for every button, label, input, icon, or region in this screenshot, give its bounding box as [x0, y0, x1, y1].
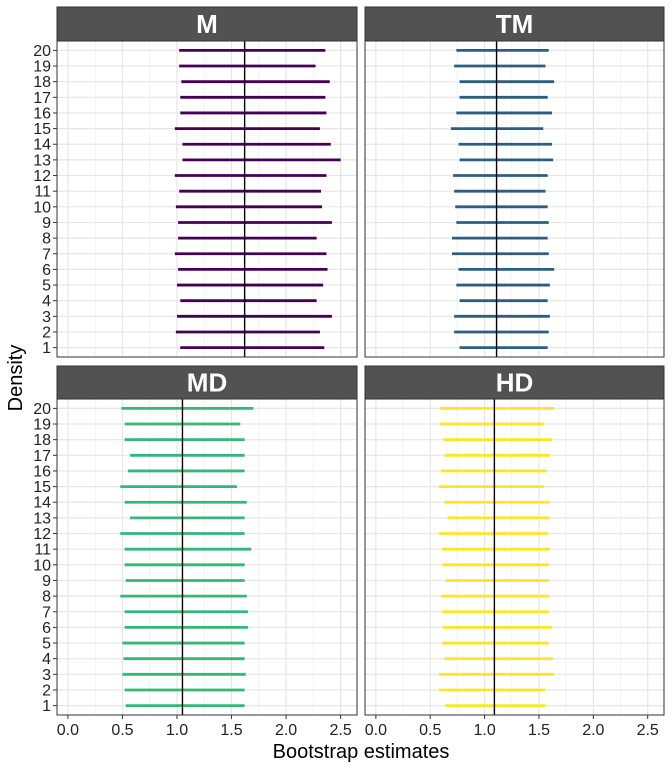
y-tick-label: 11	[34, 542, 51, 559]
x-tick-label: 1.5	[220, 722, 242, 739]
facet-panels: M1234567891011121314151617181920TMMD1234…	[33, 6, 665, 739]
x-axis-title: Bootstrap estimates	[273, 741, 450, 763]
y-tick-label: 19	[33, 59, 51, 76]
y-tick-label: 6	[42, 262, 51, 279]
y-tick-label: 10	[33, 557, 51, 574]
y-tick-label: 17	[33, 90, 51, 107]
facet-strip	[56, 6, 358, 42]
y-tick-label: 20	[33, 401, 51, 418]
x-tick-label: 2.0	[582, 722, 604, 739]
facet-panel-tm: TM	[364, 6, 665, 358]
y-tick-label: 4	[42, 651, 51, 668]
y-tick-label: 1	[42, 698, 51, 715]
y-tick-label: 10	[33, 199, 51, 216]
y-tick-label: 17	[33, 448, 51, 465]
y-tick-label: 15	[33, 121, 51, 138]
y-tick-label: 16	[33, 105, 51, 122]
y-tick-label: 5	[42, 278, 51, 295]
y-tick-label: 14	[33, 495, 51, 512]
y-tick-label: 1	[42, 340, 51, 357]
y-tick-label: 18	[33, 74, 51, 91]
y-tick-label: 16	[33, 463, 51, 480]
y-tick-label: 9	[42, 573, 51, 590]
facet-strip-label: HD	[496, 368, 534, 398]
x-tick-label: 1.5	[528, 722, 550, 739]
y-tick-label: 9	[42, 215, 51, 232]
x-tick-label: 1.0	[473, 722, 495, 739]
y-tick-label: 7	[42, 604, 51, 621]
facet-panel-hd: HD 0.0 0.5 1.0 1.5 2.0 2.5	[364, 365, 665, 739]
y-tick-label: 13	[33, 152, 51, 169]
y-tick-label: 6	[42, 620, 51, 637]
y-tick-label: 3	[42, 667, 51, 684]
y-tick-label: 8	[42, 231, 51, 248]
y-tick-label: 2	[42, 324, 51, 341]
facet-strip	[364, 365, 665, 400]
y-tick-label: 11	[34, 184, 51, 201]
y-tick-label: 5	[42, 636, 51, 653]
x-tick-label: 2.0	[275, 722, 297, 739]
x-tick-label: 0.5	[111, 722, 133, 739]
y-tick-label: 13	[33, 510, 51, 527]
x-tick-label: 2.5	[330, 722, 352, 739]
y-tick-label: 18	[33, 432, 51, 449]
y-tick-label: 14	[33, 137, 51, 154]
x-tick-label: 0.0	[365, 722, 387, 739]
x-tick-label: 0.5	[419, 722, 441, 739]
x-tick-label: 1.0	[166, 722, 188, 739]
panel-border	[56, 40, 358, 358]
y-tick-label: 4	[42, 293, 51, 310]
y-tick-label: 12	[33, 168, 51, 185]
facet-strip-label: M	[196, 9, 218, 39]
facet-strip	[364, 6, 665, 42]
facet-strip-label: TM	[496, 9, 534, 39]
panel-border	[364, 398, 665, 716]
panel-border	[56, 398, 358, 716]
x-tick-label: 2.5	[637, 722, 659, 739]
facet-strip-label: MD	[187, 368, 227, 398]
y-tick-label: 2	[42, 682, 51, 699]
y-tick-label: 12	[33, 526, 51, 543]
y-axis-title: Density	[5, 345, 27, 412]
y-tick-label: 19	[33, 417, 51, 434]
y-tick-label: 3	[42, 309, 51, 326]
y-tick-label: 15	[33, 479, 51, 496]
y-tick-label: 7	[42, 246, 51, 263]
y-tick-label: 20	[33, 43, 51, 60]
panel-border	[364, 40, 665, 358]
y-tick-label: 8	[42, 589, 51, 606]
x-tick-label: 0.0	[57, 722, 79, 739]
